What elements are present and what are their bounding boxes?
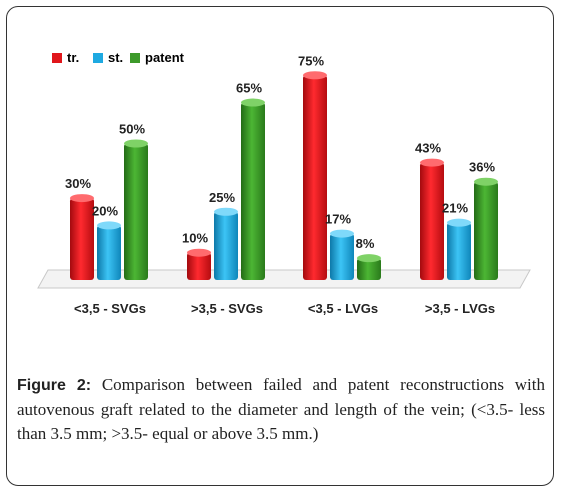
category-labels-group: <3,5 - SVGs >3,5 - SVGs <3,5 - LVGs >3,5 - … — [74, 301, 495, 316]
data-label-st-1: 25% — [209, 190, 235, 205]
bar-patent-2 — [357, 258, 381, 280]
data-label-tr-1: 10% — [182, 231, 208, 246]
data-label-patent-3: 36% — [469, 160, 495, 175]
bar-top-patent-2 — [357, 254, 381, 263]
bar-tr-0 — [70, 198, 94, 280]
bar-patent-3 — [474, 181, 498, 280]
legend-label-tr: tr. — [67, 50, 80, 65]
legend-swatch-patent — [130, 52, 140, 63]
bar-top-st-2 — [330, 229, 354, 238]
bar-top-st-1 — [214, 207, 238, 216]
bar-top-tr-3 — [420, 158, 444, 167]
bar-top-patent-0 — [124, 139, 148, 148]
bar-patent-0 — [124, 143, 148, 280]
bar-top-tr-2 — [303, 71, 327, 80]
legend-label-st: st. — [108, 50, 124, 65]
bar-st-2 — [330, 233, 354, 280]
bars-group — [70, 71, 498, 280]
bar-tr-3 — [420, 162, 444, 280]
bar-st-0 — [97, 225, 121, 280]
bar-top-st-3 — [447, 218, 471, 227]
chart-floor — [37, 269, 531, 289]
data-label-patent-2: 8% — [356, 236, 375, 251]
data-label-tr-0: 30% — [65, 176, 91, 191]
legend-label-patent: patent — [145, 50, 184, 65]
data-label-patent-0: 50% — [119, 122, 145, 137]
bar-chart: 30%20% 50% 10% 25% 65% 75% 17% 8% 43% 21% 36% <3,5… — [37, 53, 531, 316]
data-label-patent-1: 65% — [236, 81, 262, 96]
category-label-0: <3,5 - SVGs — [74, 301, 146, 316]
legend-item-st: st. — [93, 50, 123, 65]
data-label-st-2: 17% — [325, 212, 351, 227]
bar-top-st-0 — [97, 221, 121, 230]
bar-tr-1 — [187, 252, 211, 280]
bar-top-tr-0 — [70, 194, 94, 203]
figure-caption: Figure 2: Comparison between failed and … — [17, 373, 545, 446]
legend-item-tr: tr. — [52, 50, 79, 65]
bar-top-tr-1 — [187, 248, 211, 257]
legend-swatch-st — [93, 52, 103, 63]
bar-st-1 — [214, 211, 238, 280]
figure-caption-label: Figure 2: — [17, 377, 92, 394]
category-label-1: >3,5 - SVGs — [191, 301, 263, 316]
category-label-2: <3,5 - LVGs — [308, 301, 378, 316]
data-label-st-3: 21% — [442, 201, 468, 216]
bar-st-3 — [447, 222, 471, 280]
category-label-3: >3,5 - LVGs — [425, 301, 495, 316]
data-label-tr-3: 43% — [415, 141, 441, 156]
bar-top-patent-3 — [474, 177, 498, 186]
data-label-st-0: 20% — [92, 203, 118, 218]
data-label-tr-2: 75% — [298, 53, 324, 68]
value-labels-group: 30%20% 50% 10% 25% 65% 75% 17% 8% 43% 21% 36% — [65, 53, 495, 251]
bar-top-patent-1 — [241, 98, 265, 107]
bar-tr-2 — [303, 75, 327, 280]
legend-item-patent: patent — [130, 50, 184, 65]
bar-patent-1 — [241, 102, 265, 280]
legend-swatch-tr — [52, 52, 62, 63]
figure-caption-text: Comparison between failed and patent rec… — [17, 375, 546, 443]
